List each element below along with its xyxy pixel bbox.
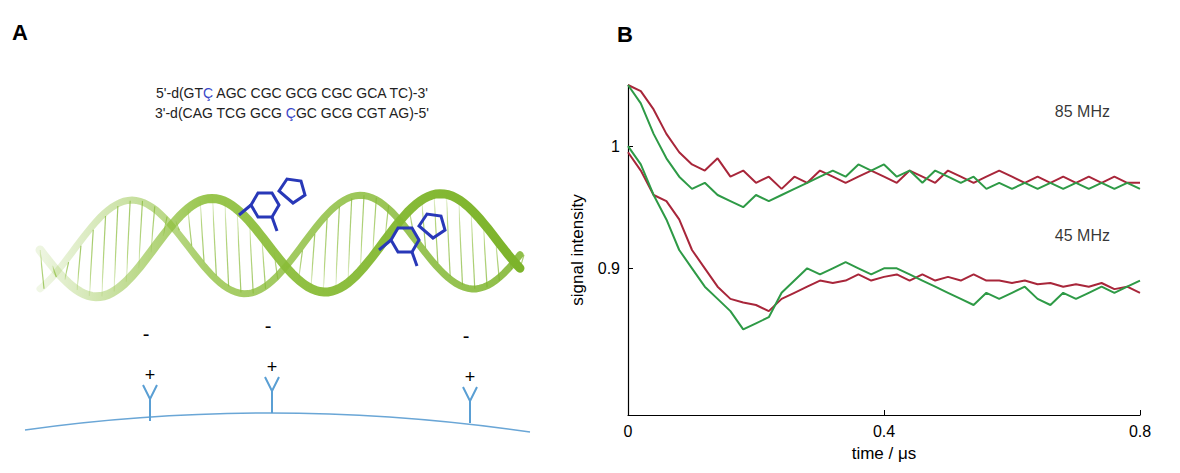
svg-text:+: + [465,367,476,387]
svg-text:85 MHz: 85 MHz [1055,103,1110,120]
svg-text:0: 0 [624,423,633,440]
svg-text:B: B [617,22,633,47]
svg-text:-: - [143,323,150,345]
svg-text:0.4: 0.4 [873,423,895,440]
svg-text:1: 1 [611,138,620,155]
svg-text:45 MHz: 45 MHz [1055,227,1110,244]
svg-text:-: - [265,315,272,337]
svg-text:0.9: 0.9 [598,260,620,277]
svg-text:+: + [145,365,156,385]
svg-text:signal intensity: signal intensity [568,194,587,306]
svg-text:0.8: 0.8 [1129,423,1151,440]
svg-text:time / μs: time / μs [852,444,917,463]
svg-text:3'-d(CAG TCG GCG ÇGC GCG CGT A: 3'-d(CAG TCG GCG ÇGC GCG CGT AG)-5' [155,105,429,121]
svg-text:-: - [463,325,470,347]
svg-text:5'-d(GTÇ AGC CGC GCG CGC GCA T: 5'-d(GTÇ AGC CGC GCG CGC GCA TC)-3' [156,85,428,101]
svg-text:+: + [267,357,278,377]
svg-text:A: A [12,20,28,45]
